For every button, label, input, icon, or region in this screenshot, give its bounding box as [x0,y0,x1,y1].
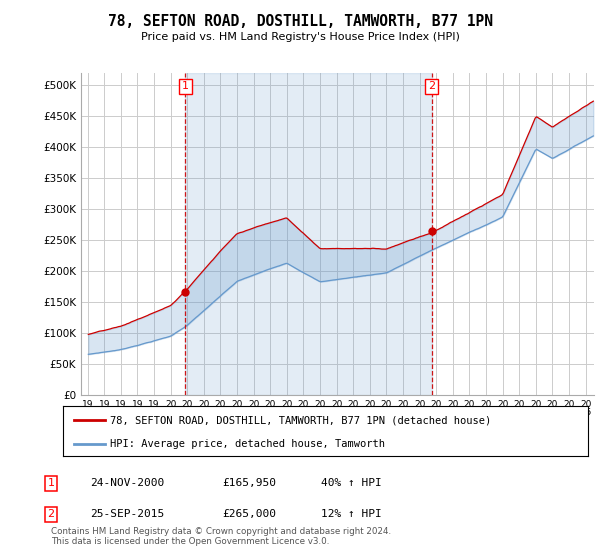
Text: Price paid vs. HM Land Registry's House Price Index (HPI): Price paid vs. HM Land Registry's House … [140,32,460,43]
Text: 40% ↑ HPI: 40% ↑ HPI [321,478,382,488]
Text: HPI: Average price, detached house, Tamworth: HPI: Average price, detached house, Tamw… [110,439,385,449]
Text: 2: 2 [428,81,436,91]
Text: Contains HM Land Registry data © Crown copyright and database right 2024.
This d: Contains HM Land Registry data © Crown c… [51,526,391,546]
Text: 1: 1 [182,81,189,91]
Text: 24-NOV-2000: 24-NOV-2000 [90,478,164,488]
Text: 12% ↑ HPI: 12% ↑ HPI [321,509,382,519]
Text: 25-SEP-2015: 25-SEP-2015 [90,509,164,519]
Text: 2: 2 [47,509,55,519]
Text: 78, SEFTON ROAD, DOSTHILL, TAMWORTH, B77 1PN: 78, SEFTON ROAD, DOSTHILL, TAMWORTH, B77… [107,14,493,29]
Text: £165,950: £165,950 [222,478,276,488]
Bar [185,73,432,395]
Text: 1: 1 [47,478,55,488]
Text: 78, SEFTON ROAD, DOSTHILL, TAMWORTH, B77 1PN (detached house): 78, SEFTON ROAD, DOSTHILL, TAMWORTH, B77… [110,415,491,425]
Text: £265,000: £265,000 [222,509,276,519]
